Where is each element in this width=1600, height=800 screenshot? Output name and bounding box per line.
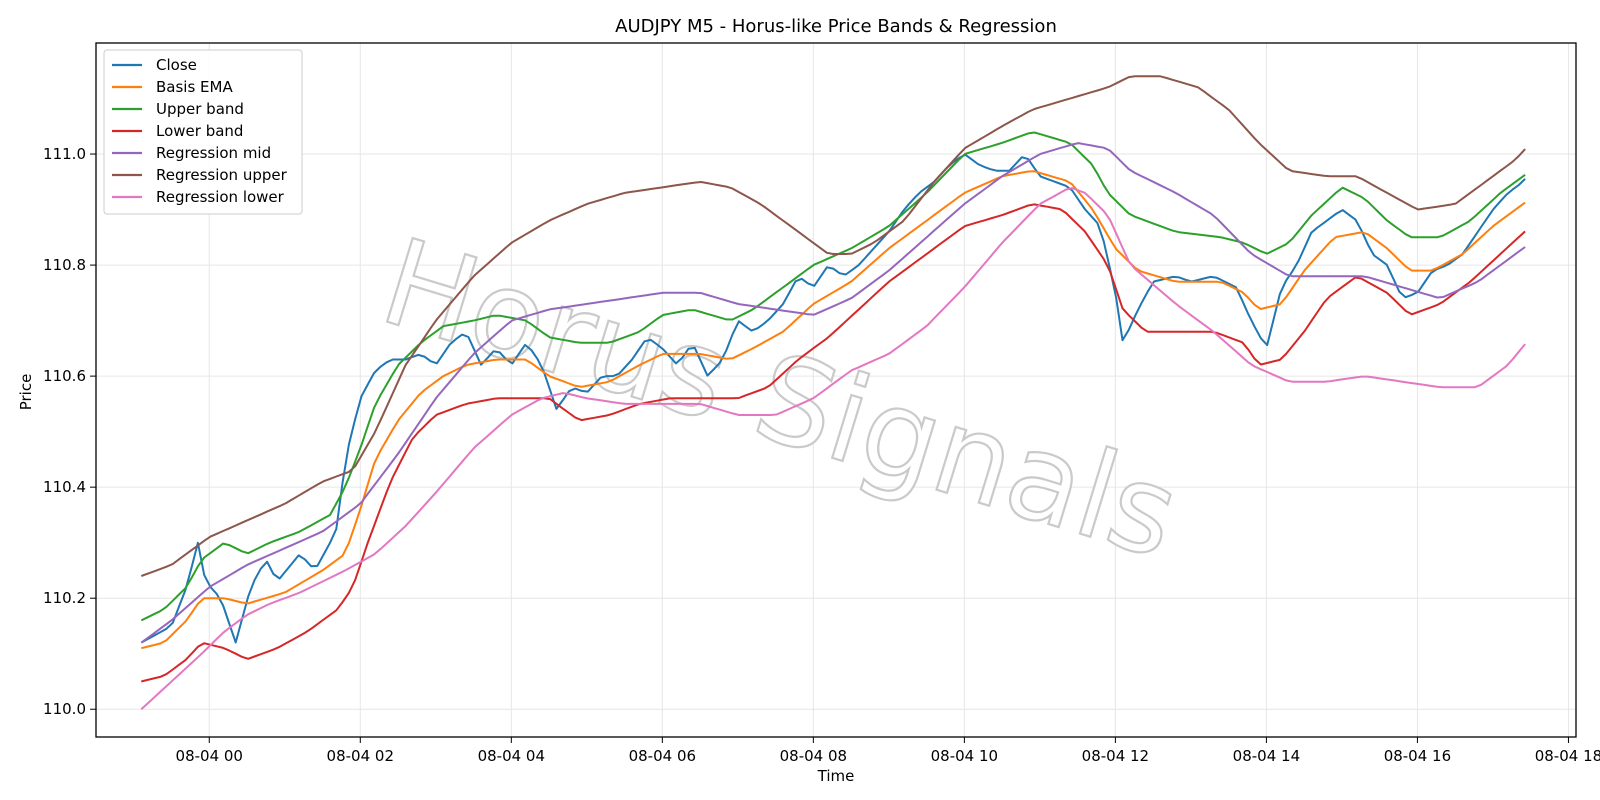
series-line bbox=[140, 75, 1526, 577]
y-tick-label: 111.0 bbox=[43, 145, 86, 163]
x-tick-label: 08-04 16 bbox=[1384, 747, 1451, 765]
x-axis-label: Time bbox=[817, 767, 855, 785]
series-line bbox=[140, 153, 1526, 644]
legend-label: Regression upper bbox=[156, 166, 288, 184]
series-line bbox=[141, 170, 1526, 650]
y-tick-label: 110.6 bbox=[43, 367, 86, 385]
y-tick-label: 110.2 bbox=[43, 589, 86, 607]
series-line bbox=[140, 142, 1526, 644]
x-axis-ticks: 08-04 00 08-04 02 08-04 04 08-04 06 08-04 08… bbox=[176, 737, 1600, 765]
x-tick-label: 08-04 10 bbox=[931, 747, 998, 765]
x-tick-label: 08-04 18 bbox=[1535, 747, 1600, 765]
x-tick-label: 08-04 02 bbox=[327, 747, 394, 765]
series-lines bbox=[140, 75, 1526, 710]
legend-label: Lower band bbox=[156, 122, 243, 140]
y-axis-ticks: 110.0 110.2 110.4 110.6 110.8 111.0 bbox=[43, 145, 96, 718]
y-axis-label: Price bbox=[17, 374, 35, 411]
x-tick-label: 08-04 08 bbox=[780, 747, 847, 765]
legend-label: Upper band bbox=[156, 100, 244, 118]
series-line bbox=[141, 203, 1526, 683]
legend-label: Regression lower bbox=[156, 188, 285, 206]
x-tick-label: 08-04 04 bbox=[478, 747, 545, 765]
plot-frame bbox=[95, 42, 1577, 738]
legend-label: Close bbox=[156, 56, 197, 74]
x-tick-label: 08-04 06 bbox=[629, 747, 696, 765]
legend-box bbox=[103, 49, 303, 215]
grid bbox=[96, 43, 1576, 737]
series-line bbox=[140, 131, 1526, 622]
x-tick-label: 08-04 00 bbox=[176, 747, 243, 765]
y-tick-label: 110.4 bbox=[43, 478, 86, 496]
legend-label: Basis EMA bbox=[156, 78, 233, 96]
legend-label: Regression mid bbox=[156, 144, 271, 162]
legend: Close Basis EMA Upper band Lower band Regres… bbox=[103, 49, 303, 215]
x-tick-label: 08-04 12 bbox=[1082, 747, 1149, 765]
y-tick-label: 110.8 bbox=[43, 256, 86, 274]
x-tick-label: 08-04 14 bbox=[1233, 747, 1300, 765]
y-tick-label: 110.0 bbox=[43, 700, 86, 718]
chart-title: AUDJPY M5 - Horus-like Price Bands & Reg… bbox=[615, 16, 1057, 37]
series-line bbox=[140, 187, 1526, 710]
